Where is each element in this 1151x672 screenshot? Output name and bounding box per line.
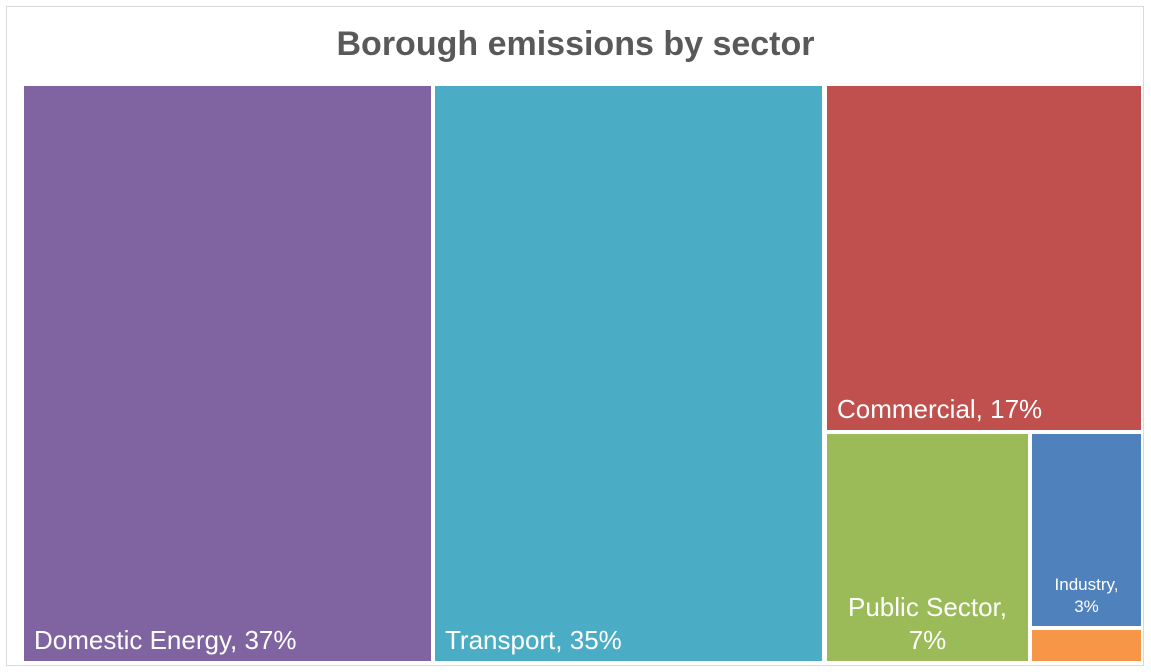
tile-industry [1032, 434, 1141, 626]
tile-public-sector [827, 434, 1028, 661]
chart-title: Borough emissions by sector [336, 25, 815, 63]
tile-label-public-sector-line-1: Public Sector, [848, 592, 1007, 622]
tile-label-commercial: Commercial, 17% [837, 394, 1042, 424]
tile-transport [435, 86, 822, 661]
tile-domestic-energy [24, 86, 431, 661]
tile-label-public-sector-line-2: 7% [909, 625, 947, 655]
tile-other [1032, 630, 1141, 661]
tile-label-transport: Transport, 35% [445, 625, 622, 655]
tile-label-industry-line-1: Industry, [1055, 575, 1119, 594]
tile-label-industry-line-2: 3% [1074, 597, 1099, 616]
tile-commercial [827, 86, 1141, 430]
tile-label-domestic-energy: Domestic Energy, 37% [34, 625, 297, 655]
